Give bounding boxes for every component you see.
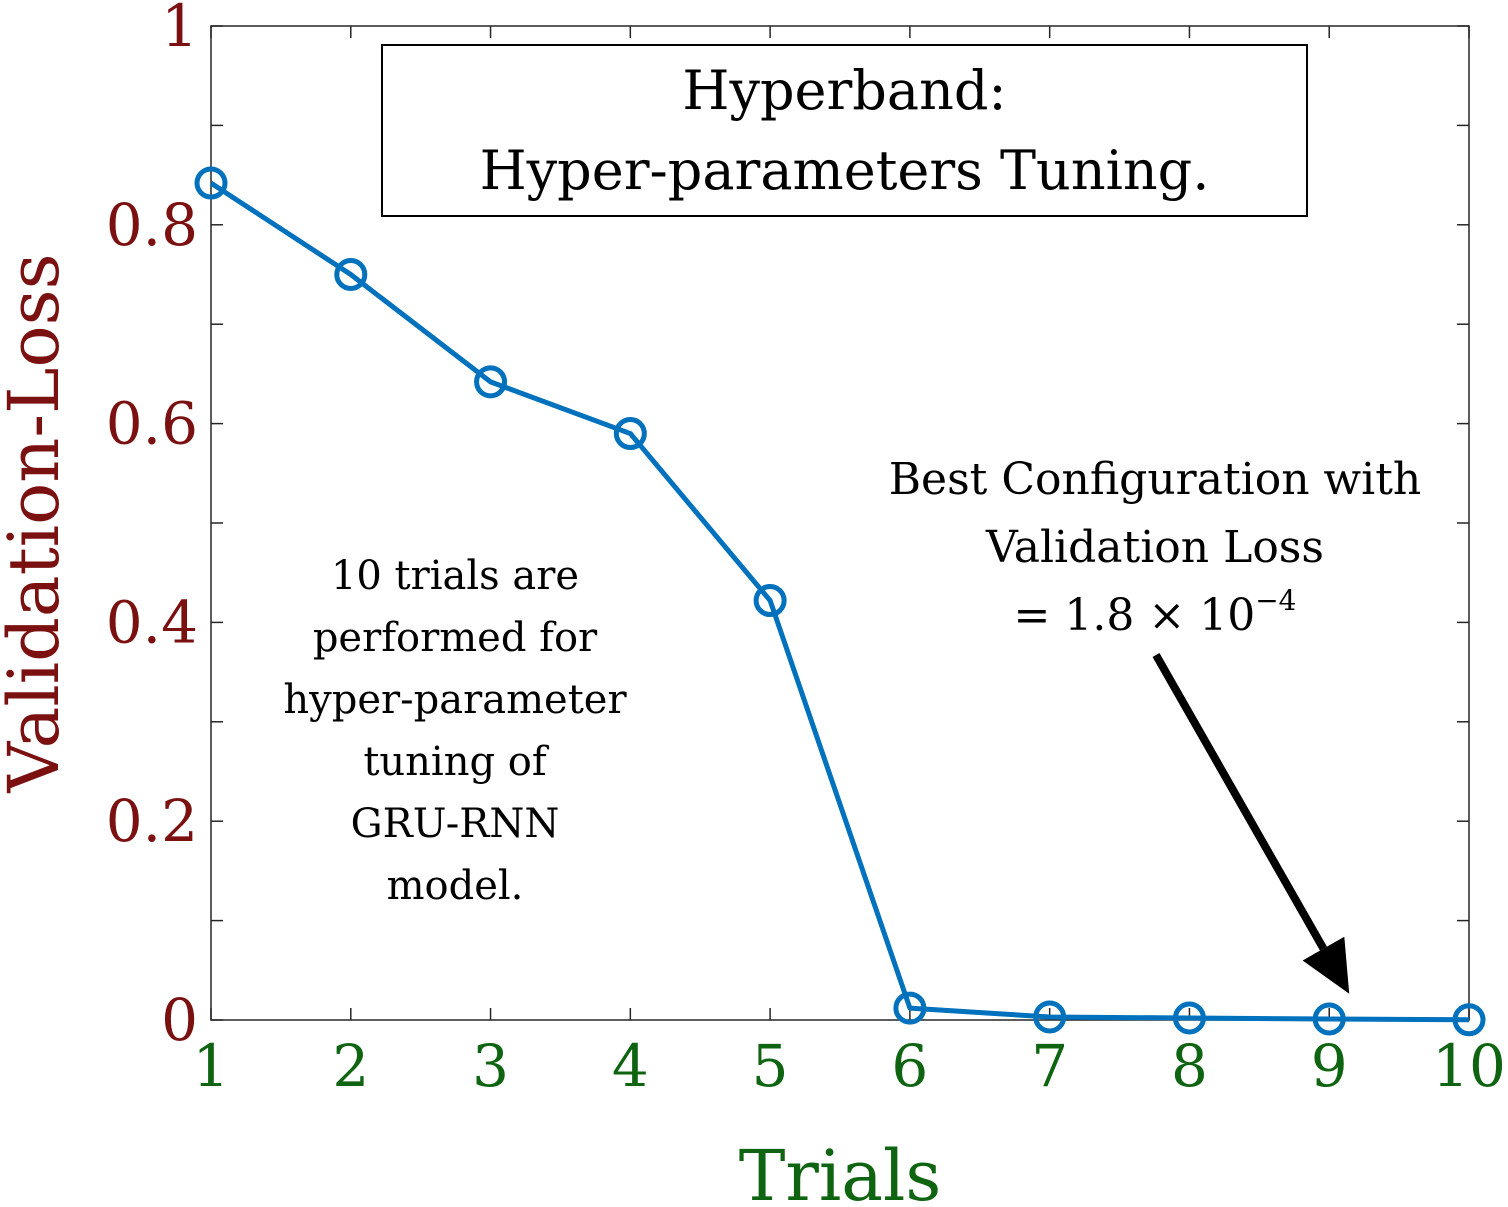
trials-note-line: model. [386, 863, 524, 909]
data-point [1452, 1003, 1486, 1037]
x-axis-label: Trials [739, 1135, 942, 1207]
trials-note-line: 10 trials are [330, 553, 580, 599]
best-config-line-3: = 1.8 × 10−4 [840, 582, 1470, 650]
trials-note-line: hyper-parameter [283, 677, 627, 723]
best-config-line-2: Validation Loss [986, 522, 1324, 573]
x-tick-label: 2 [332, 1032, 369, 1100]
x-tick-label: 5 [752, 1032, 789, 1100]
chart-title-line-2: Hyper-parameters Tuning. [479, 138, 1210, 202]
data-point [1312, 1002, 1346, 1036]
trials-note: 10 trials are performed for hyper-parame… [255, 545, 655, 917]
y-tick-label: 0 [161, 986, 198, 1054]
y-tick-label: 0.8 [106, 191, 198, 259]
y-tick-label: 0.2 [106, 787, 198, 855]
x-tick-label: 7 [1031, 1032, 1068, 1100]
y-tick-label: 0.4 [106, 588, 198, 656]
trials-note-line: tuning of [363, 739, 547, 785]
data-point [334, 258, 368, 291]
best-config-value: = 1.8 × 10 [1013, 590, 1256, 641]
trials-note-line: GRU-RNN [350, 801, 560, 847]
data-point [1172, 1001, 1206, 1035]
x-tick-label: 8 [1171, 1032, 1208, 1100]
y-axis-label: Validation-Loss [0, 253, 75, 793]
annotation-arrow-head [1302, 936, 1350, 994]
data-point [613, 417, 647, 451]
x-tick-label: 6 [891, 1032, 928, 1100]
x-tick-label: 10 [1432, 1032, 1506, 1100]
chart-title-line-1: Hyperband: [682, 58, 1007, 122]
x-tick-label: 3 [472, 1032, 509, 1100]
trials-note-line: performed for [312, 615, 598, 661]
best-config-note: Best Configuration with Validation Loss … [840, 446, 1470, 650]
y-tick-label: 0.6 [106, 390, 198, 458]
x-tick-label: 9 [1311, 1032, 1348, 1100]
chart-title-box: Hyperband: Hyper-parameters Tuning. [381, 44, 1308, 217]
data-point [474, 365, 508, 399]
data-point [1033, 1000, 1067, 1034]
best-config-exponent: −4 [1255, 584, 1297, 617]
x-tick-label: 4 [612, 1032, 649, 1100]
annotation-arrow-shaft [1152, 653, 1327, 951]
series-line [209, 180, 1470, 1023]
data-point [893, 991, 927, 1025]
y-tick-label: 1 [161, 0, 198, 60]
x-tick-label: 1 [193, 1032, 230, 1100]
data-point [194, 166, 228, 200]
data-point [753, 584, 787, 618]
best-config-line-1: Best Configuration with [888, 454, 1422, 505]
